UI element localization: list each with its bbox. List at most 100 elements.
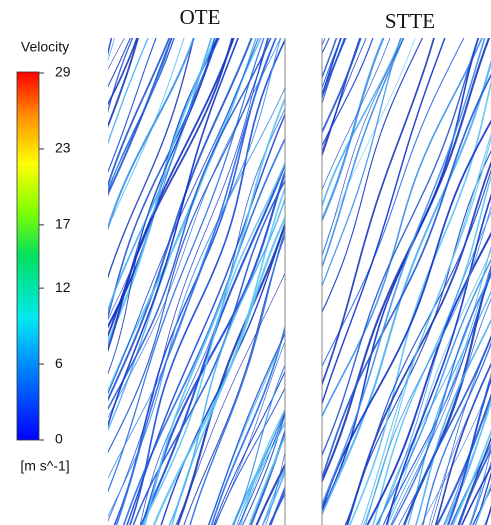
streamline (213, 370, 285, 525)
streamline (322, 38, 367, 153)
streamline (108, 38, 253, 402)
panel-title: OTE (180, 5, 221, 29)
streamline (248, 434, 285, 525)
streamline (444, 399, 491, 525)
streamline (322, 38, 347, 100)
streamline (236, 409, 285, 525)
colorbar-tick-label: 6 (55, 355, 63, 371)
streamline (115, 38, 277, 525)
colorbar-title: Velocity (21, 39, 69, 55)
panel-title: STTE (385, 9, 435, 33)
streamline (415, 318, 491, 525)
streamline (108, 38, 270, 454)
streamline (451, 429, 491, 525)
streamline (322, 38, 405, 257)
streamline (364, 205, 491, 525)
streamline (322, 38, 446, 406)
streamline (108, 38, 217, 345)
streamline (431, 337, 491, 525)
streamline (322, 38, 330, 55)
streamline (322, 38, 402, 288)
streamline (108, 38, 171, 188)
streamline (387, 267, 491, 525)
colorbar-tick-label: 12 (55, 279, 71, 295)
streamline (208, 330, 285, 525)
streamline (108, 38, 149, 145)
streamline (322, 38, 405, 270)
streamline (239, 408, 285, 525)
streamline (322, 38, 424, 314)
colorbar-unit: [m s^-1] (20, 458, 69, 474)
streamline (434, 362, 491, 525)
streamline (322, 38, 479, 457)
colorbar-tick-label: 23 (55, 140, 71, 156)
colorbar (16, 71, 40, 441)
streamline (152, 215, 285, 525)
streamline (108, 38, 185, 229)
streamline (346, 150, 491, 525)
colorbar-tick-label: 17 (55, 216, 71, 232)
streamline (108, 38, 215, 375)
streamline (238, 411, 285, 525)
streamline (132, 179, 285, 525)
streamline (322, 38, 435, 387)
streamline (171, 185, 285, 525)
streamline (126, 112, 285, 525)
streamline (420, 380, 491, 525)
streamline (344, 168, 491, 525)
streamline (108, 38, 268, 522)
streamline (233, 423, 285, 525)
streamline (232, 363, 285, 525)
streamline-panel (0, 26, 285, 525)
streamline (360, 133, 491, 525)
streamline (168, 196, 285, 525)
streamline (108, 38, 234, 353)
streamline (0, 26, 103, 525)
streamline (322, 38, 403, 209)
streamline (108, 86, 285, 480)
streamline (322, 38, 362, 135)
streamline (322, 38, 465, 368)
streamline (372, 174, 491, 525)
streamline (422, 341, 491, 525)
streamline (322, 38, 416, 256)
streamline (407, 290, 491, 525)
streamline (375, 258, 491, 525)
streamline (207, 331, 285, 525)
streamline (322, 38, 486, 507)
streamline (108, 38, 139, 129)
streamline (108, 38, 157, 174)
streamline (108, 38, 239, 428)
streamline (108, 38, 220, 321)
streamline (377, 211, 491, 525)
streamline (322, 38, 374, 148)
streamline (322, 38, 483, 419)
streamline (322, 73, 491, 481)
streamline (175, 272, 285, 525)
streamline (269, 485, 285, 525)
streamline (210, 324, 285, 525)
streamline (214, 340, 285, 525)
streamline (348, 79, 491, 525)
streamline (143, 96, 285, 525)
streamline (385, 250, 491, 525)
streamline (122, 136, 285, 525)
streamline (141, 169, 285, 525)
streamline (108, 38, 259, 395)
streamline (322, 38, 391, 191)
streamline (446, 376, 491, 525)
streamline (378, 245, 491, 525)
colorbar-tick-label: 29 (55, 64, 71, 80)
streamline-panel (322, 38, 491, 525)
streamline (108, 38, 173, 197)
streamline (189, 228, 285, 525)
colorbar-tick-label: 0 (55, 431, 63, 447)
streamline (403, 334, 491, 525)
streamline (108, 38, 134, 114)
streamline (108, 38, 195, 231)
streamline (241, 412, 285, 525)
streamline (176, 221, 285, 525)
streamline (457, 436, 491, 525)
streamline (129, 38, 285, 525)
